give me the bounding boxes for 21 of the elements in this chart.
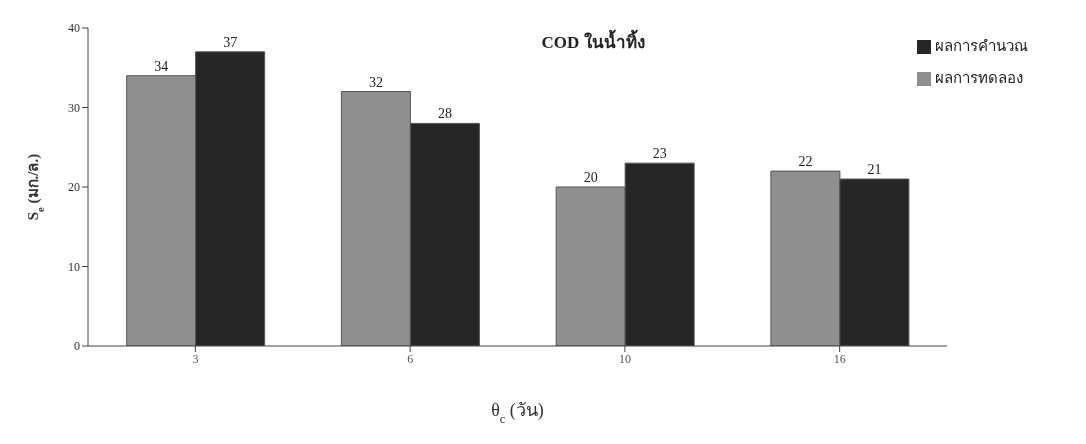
data-label: 34 xyxy=(154,58,169,74)
y-tick-label: 0 xyxy=(74,339,80,354)
x-tick-label: 6 xyxy=(407,351,414,366)
data-label: 32 xyxy=(368,74,383,90)
y-tick-label: 20 xyxy=(68,180,80,195)
data-label: 37 xyxy=(223,34,238,50)
y-tick-label: 30 xyxy=(68,100,80,115)
x-tick-label: 16 xyxy=(833,351,846,366)
data-label: 22 xyxy=(798,154,813,170)
legend-label: ผลการทดลอง xyxy=(935,69,1023,87)
x-tick-label: 3 xyxy=(192,351,199,366)
chart-title: COD ในน้ำทิ้ง xyxy=(541,29,645,52)
data-label: 20 xyxy=(583,170,598,185)
data-label: 21 xyxy=(867,162,882,178)
y-tick-label: 40 xyxy=(68,21,80,36)
data-label: 28 xyxy=(437,106,452,122)
y-tick-label: 10 xyxy=(68,259,80,274)
x-tick-label: 10 xyxy=(618,351,631,366)
legend-label: ผลการคำนวณ xyxy=(935,37,1028,55)
x-axis-title: θ$_{c}$ (วัน) xyxy=(491,400,544,426)
data-label: 23 xyxy=(652,146,667,162)
